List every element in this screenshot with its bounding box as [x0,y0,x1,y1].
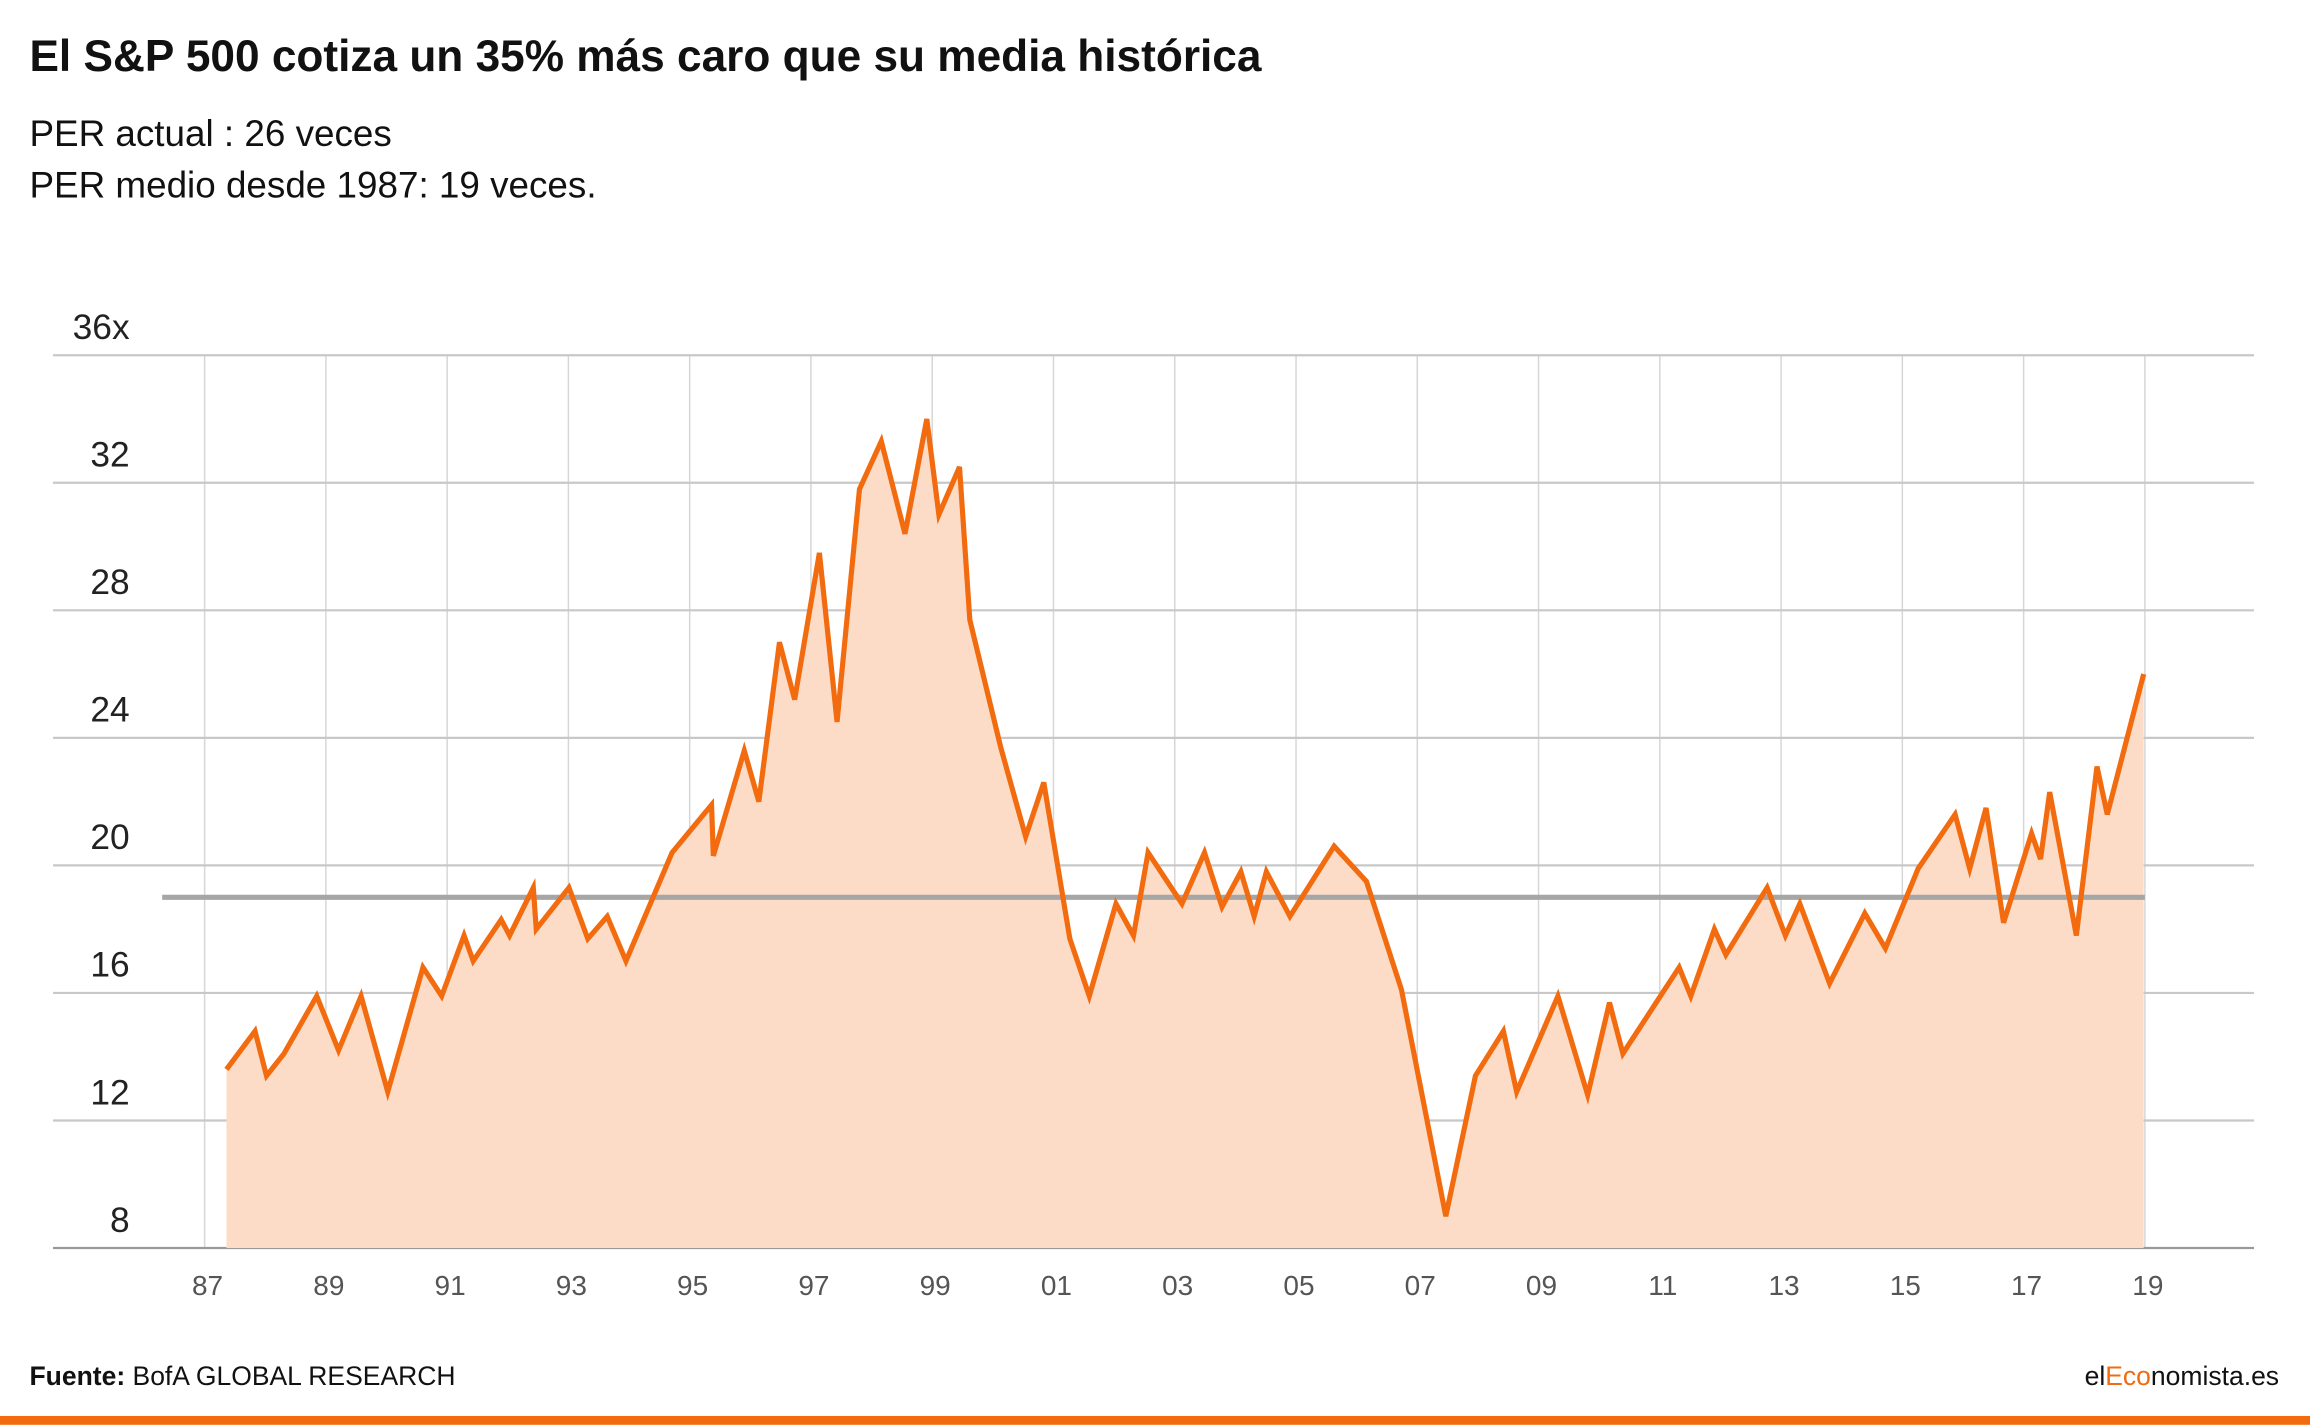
subtitle: PER medio desde 1987: 19 veces. [29,165,596,206]
x-tick-label: 05 [1283,1270,1314,1301]
y-tick-label: 24 [90,691,129,730]
x-tick-label: 89 [313,1270,344,1301]
y-tick-label: 32 [90,436,129,475]
x-tick-label: 87 [192,1270,223,1301]
y-tick-label: 20 [90,818,129,857]
y-tick-label: 28 [90,563,129,602]
brand-part: el [2085,1361,2106,1391]
brand-part: nomista.es [2151,1361,2279,1391]
x-tick-label: 07 [1405,1270,1436,1301]
y-tick-label: 16 [90,946,129,985]
brand: elEconomista.es [2085,1361,2279,1391]
x-tick-label: 01 [1041,1270,1072,1301]
source: Fuente: BofA GLOBAL RESEARCH [29,1361,455,1391]
x-tick-label: 09 [1526,1270,1557,1301]
y-tick-label: 12 [90,1073,129,1112]
source-text: BofA GLOBAL RESEARCH [133,1361,456,1391]
chart-title: El S&P 500 cotiza un 35% más caro que su… [29,32,1261,81]
y-tick-label: 8 [110,1201,130,1240]
x-tick-label: 93 [556,1270,587,1301]
x-tick-label: 91 [435,1270,466,1301]
x-tick-label: 13 [1768,1270,1799,1301]
area-fill [226,419,2144,1249]
subtitle: PER actual : 26 veces [29,113,391,154]
x-tick-label: 03 [1162,1270,1193,1301]
x-tick-label: 95 [677,1270,708,1301]
x-tick-label: 17 [2011,1270,2042,1301]
y-tick-label: 36x [73,308,130,347]
x-tick-label: 99 [920,1270,951,1301]
x-tick-label: 11 [1648,1270,1677,1301]
source-label: Fuente: [29,1361,125,1391]
brand-part: Eco [2105,1361,2151,1391]
x-tick-label: 15 [1890,1270,1921,1301]
footer-bar [0,1415,2310,1425]
line-series [224,418,2147,1217]
x-tick-label: 19 [2132,1270,2163,1301]
x-tick-label: 97 [798,1270,829,1301]
